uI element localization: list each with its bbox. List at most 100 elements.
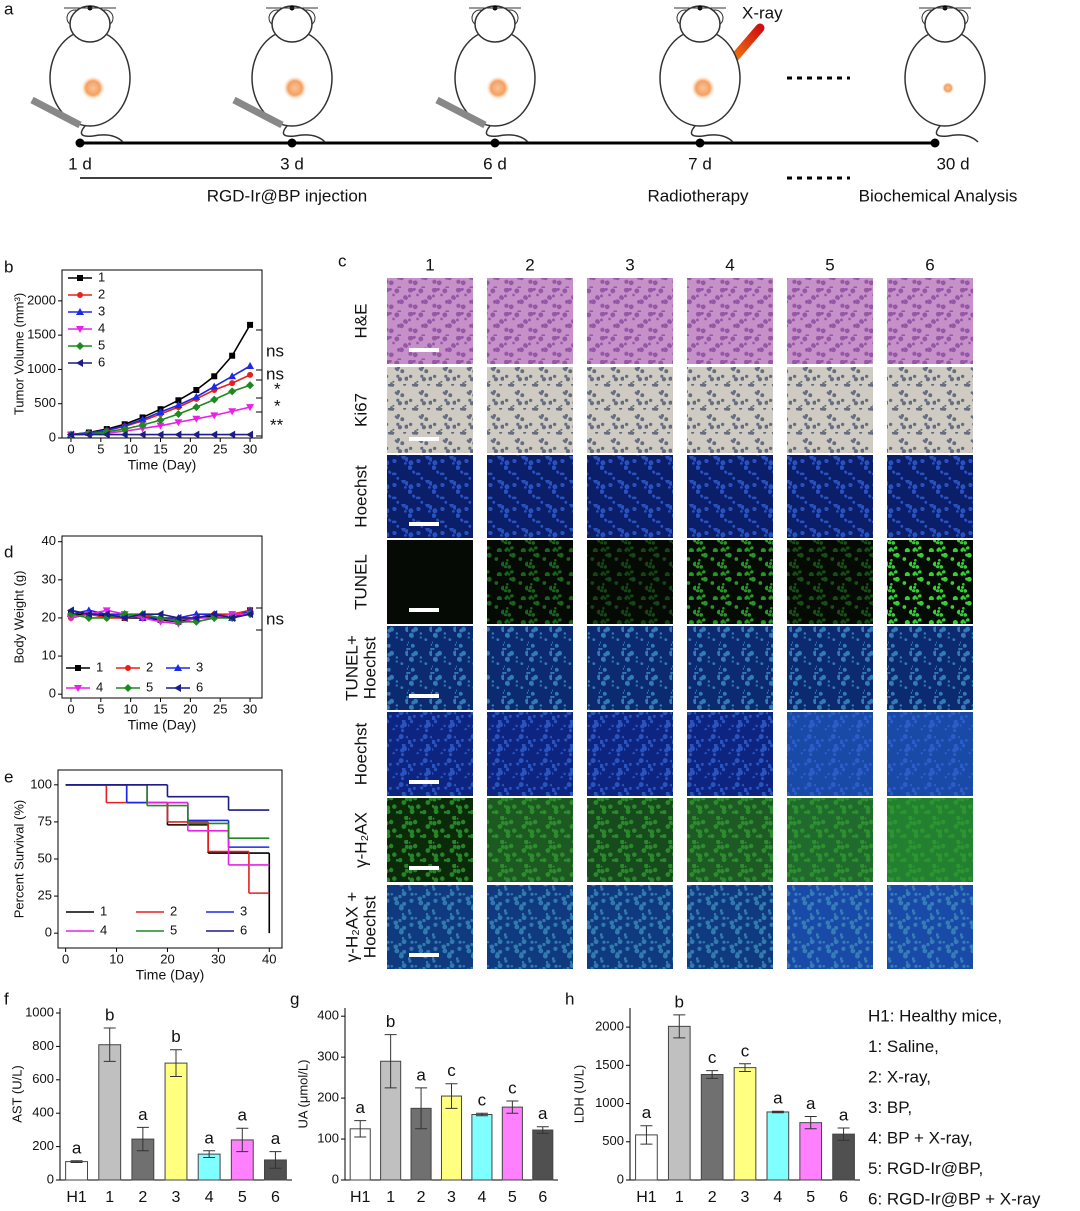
x-tick-label: 0	[67, 701, 74, 716]
marker	[138, 610, 146, 619]
timeline-dot	[75, 138, 85, 148]
legend-marker	[124, 684, 132, 692]
y-tick-label: 400	[32, 1105, 54, 1120]
day-label: 1 d	[68, 154, 92, 173]
error-bar	[170, 1049, 182, 1077]
x-tick-label: 5	[238, 1189, 247, 1206]
micrograph-texture	[787, 455, 873, 538]
x-tick-label: 5	[508, 1189, 517, 1206]
x-axis-label: Time (Day)	[136, 967, 205, 983]
micrograph-texture	[587, 278, 673, 364]
group-letter: a	[642, 1103, 652, 1122]
error-bar	[203, 1150, 216, 1158]
group-description: 5: RGD-Ir@BP,	[868, 1159, 983, 1178]
legend-label: 6	[196, 679, 203, 694]
group-letter: a	[271, 1129, 281, 1148]
x-tick-label: 20	[160, 951, 174, 966]
x-tick-label: 20	[183, 701, 197, 716]
y-tick-label: 75	[38, 813, 52, 828]
y-tick-label: 600	[32, 1071, 54, 1086]
marker	[66, 430, 74, 439]
group-letter: c	[478, 1091, 487, 1110]
mouse-tail	[282, 125, 326, 143]
syringe	[232, 96, 284, 129]
timeline-dot	[490, 138, 500, 148]
y-tick-label: 1500	[595, 1057, 624, 1072]
legend-marker	[76, 326, 84, 333]
marker	[102, 430, 110, 439]
x-ray-label: X-ray	[742, 3, 783, 22]
tumor	[691, 76, 715, 100]
y-tick-label: 20	[42, 609, 56, 624]
x-tick-label: 3	[447, 1189, 456, 1206]
y-tick-label: 500	[34, 395, 56, 410]
panel-label: b	[4, 257, 13, 276]
micrograph-texture	[887, 367, 973, 453]
mouse-head	[924, 5, 966, 43]
bar	[766, 1111, 790, 1181]
panel-label: d	[4, 542, 13, 561]
group-letter: a	[138, 1105, 148, 1124]
micrograph-texture	[587, 712, 673, 796]
x-tick-label: 20	[183, 441, 197, 456]
panel-label: f	[4, 989, 9, 1008]
mouse	[232, 5, 333, 143]
group-letter: a	[773, 1089, 783, 1108]
y-tick-label: 25	[38, 888, 52, 903]
marker	[229, 352, 236, 359]
marker	[192, 403, 201, 412]
y-tick-label: 0	[332, 1171, 339, 1186]
marker	[84, 610, 92, 619]
micrograph-texture	[687, 455, 773, 538]
micrograph-texture	[487, 540, 573, 624]
y-axis-label: LDH (U/L)	[571, 1065, 586, 1124]
timeline-dot	[930, 138, 940, 148]
row-label: γ-H₂AX	[351, 812, 370, 868]
y-tick-label: 400	[317, 1008, 339, 1023]
mouse-tail	[690, 125, 734, 143]
x-tick-label: 6	[271, 1189, 280, 1206]
x-tick-label: 5	[97, 701, 104, 716]
x-tick-label: 6	[839, 1189, 848, 1206]
marker	[228, 613, 236, 622]
marker	[138, 430, 146, 439]
legend-marker	[77, 275, 83, 281]
bar	[164, 1062, 188, 1181]
y-tick-label: 200	[317, 1090, 339, 1105]
column-label: 6	[925, 255, 934, 274]
micrograph-texture	[487, 367, 573, 453]
row-label: Hoechst	[360, 896, 379, 959]
y-tick-label: 800	[32, 1038, 54, 1053]
micrograph-texture	[887, 455, 973, 538]
x-tick-label: 3	[172, 1189, 181, 1206]
bracket	[256, 379, 263, 399]
error-bar	[236, 1127, 249, 1153]
micrograph-texture	[487, 798, 573, 882]
y-axis-label: Percent Survival (%)	[11, 800, 26, 918]
marker	[192, 430, 200, 439]
row-label: Hoechst	[360, 637, 379, 700]
syringe	[435, 96, 487, 129]
marker	[193, 387, 200, 393]
column-label: 1	[425, 255, 434, 274]
y-tick-label: 1500	[27, 327, 56, 342]
marker	[246, 381, 255, 390]
legend-marker	[74, 685, 82, 692]
significance: ns	[266, 341, 284, 360]
y-tick-label: 50	[38, 850, 52, 865]
panel-label: g	[290, 989, 299, 1008]
bar	[501, 1106, 523, 1181]
x-tick-label: 25	[213, 701, 227, 716]
row-label: Hoechst	[351, 723, 370, 786]
group-description: 2: X-ray,	[868, 1067, 931, 1086]
error-bar	[804, 1116, 817, 1130]
error-bar	[771, 1110, 784, 1114]
micrograph-texture	[787, 540, 873, 624]
bracket	[256, 369, 263, 381]
marker	[102, 610, 110, 619]
group-letter: c	[708, 1048, 717, 1067]
micrograph-texture	[787, 367, 873, 453]
marker	[84, 430, 92, 439]
legend-marker	[174, 664, 182, 671]
